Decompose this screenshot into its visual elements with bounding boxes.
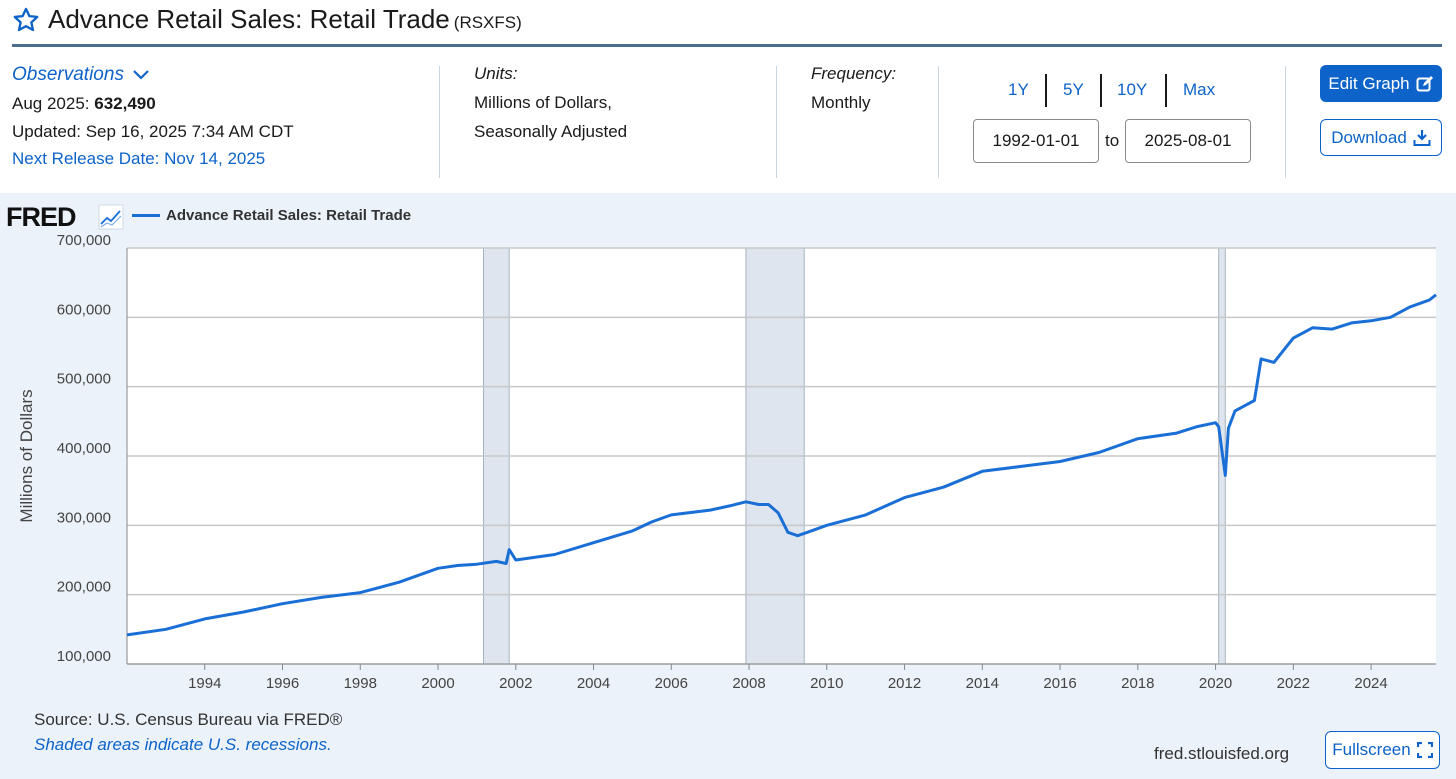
y-tick-label: 100,000 bbox=[57, 648, 111, 665]
chevron-down-icon bbox=[133, 70, 150, 80]
range-separator bbox=[1045, 74, 1047, 107]
series-title: Advance Retail Sales: Retail Trade bbox=[48, 4, 450, 34]
legend-line-swatch bbox=[132, 214, 160, 217]
legend-label: Advance Retail Sales: Retail Trade bbox=[166, 207, 412, 224]
column-divider bbox=[439, 66, 440, 178]
source-note: Source: U.S. Census Bureau via FRED® bbox=[34, 710, 343, 729]
x-tick-label: 2022 bbox=[1277, 675, 1310, 692]
series-code: (RSXFS) bbox=[453, 13, 522, 32]
title-bar: Advance Retail Sales: Retail Trade (RSXFS… bbox=[0, 0, 1456, 46]
x-tick-label: 2020 bbox=[1199, 675, 1232, 692]
edit-icon bbox=[1416, 75, 1433, 91]
fullscreen-label: Fullscreen bbox=[1332, 740, 1411, 759]
units-line-2: Seasonally Adjusted bbox=[474, 122, 628, 141]
x-tick-label: 2000 bbox=[421, 675, 454, 692]
chart-icon bbox=[98, 204, 124, 230]
range-max-button[interactable]: Max bbox=[1183, 80, 1216, 99]
fred-logo: FRED bbox=[6, 202, 76, 233]
range-5y-button[interactable]: 5Y bbox=[1063, 80, 1084, 99]
x-tick-label: 1998 bbox=[344, 675, 377, 692]
x-tick-label: 2004 bbox=[577, 675, 610, 692]
column-divider bbox=[776, 66, 777, 178]
download-label: Download bbox=[1331, 127, 1407, 147]
latest-observation: Aug 2025: 632,490 bbox=[12, 94, 156, 114]
x-tick-label: 2002 bbox=[499, 675, 532, 692]
frequency-label: Frequency: bbox=[811, 64, 897, 83]
y-tick-label: 500,000 bbox=[57, 371, 111, 388]
y-tick-label: 400,000 bbox=[57, 440, 111, 457]
column-divider bbox=[1285, 66, 1286, 178]
x-tick-label: 2024 bbox=[1354, 675, 1387, 692]
edit-graph-label: Edit Graph bbox=[1328, 73, 1410, 93]
x-tick-label: 2012 bbox=[888, 675, 921, 692]
x-tick-label: 1996 bbox=[266, 675, 299, 692]
page-title: Advance Retail Sales: Retail Trade (RSXFS… bbox=[48, 4, 522, 35]
latest-observation-label: Aug 2025: bbox=[12, 94, 90, 113]
x-tick-label: 2010 bbox=[810, 675, 843, 692]
y-tick-label: 300,000 bbox=[57, 509, 111, 526]
x-tick-label: 2016 bbox=[1043, 675, 1076, 692]
line-chart: 100,000 200,000 300,000 400,000 500,000 600,0… bbox=[17, 232, 1437, 692]
y-tick-label: 200,000 bbox=[57, 579, 111, 596]
download-button[interactable]: Download bbox=[1320, 119, 1442, 156]
fullscreen-button[interactable]: Fullscreen bbox=[1325, 731, 1440, 769]
latest-observation-value: 632,490 bbox=[94, 94, 156, 113]
column-divider bbox=[938, 66, 939, 178]
series-line bbox=[126, 293, 1437, 637]
observations-dropdown[interactable]: Observations bbox=[12, 64, 150, 86]
y-tick-label: 600,000 bbox=[57, 301, 111, 318]
fred-logo-text: FRED bbox=[6, 202, 76, 232]
date-range-to-label: to bbox=[1105, 131, 1120, 150]
site-url: fred.stlouisfed.org bbox=[1154, 744, 1290, 763]
frequency-value: Monthly bbox=[811, 93, 871, 112]
x-tick-label: 2006 bbox=[655, 675, 688, 692]
favorite-star-icon[interactable] bbox=[12, 6, 40, 34]
y-axis-label: Millions of Dollars bbox=[17, 389, 36, 522]
fullscreen-icon bbox=[1416, 742, 1433, 758]
range-separator bbox=[1165, 74, 1167, 107]
x-tick-label: 2018 bbox=[1121, 675, 1154, 692]
download-icon bbox=[1413, 129, 1431, 146]
units-line-1: Millions of Dollars, bbox=[474, 93, 612, 112]
updated-timestamp: Updated: Sep 16, 2025 7:34 AM CDT bbox=[12, 122, 294, 141]
observations-label: Observations bbox=[12, 64, 124, 85]
start-date-input[interactable] bbox=[973, 119, 1099, 163]
range-1y-button[interactable]: 1Y bbox=[1008, 80, 1029, 99]
edit-graph-button[interactable]: Edit Graph bbox=[1320, 65, 1442, 102]
units-label: Units: bbox=[474, 64, 518, 83]
x-tick-label: 2008 bbox=[732, 675, 765, 692]
next-release-link[interactable]: Next Release Date: Nov 14, 2025 bbox=[12, 149, 266, 168]
y-tick-label: 700,000 bbox=[57, 232, 111, 249]
x-tick-label: 1994 bbox=[188, 675, 221, 692]
end-date-input[interactable] bbox=[1125, 119, 1251, 163]
range-10y-button[interactable]: 10Y bbox=[1117, 80, 1148, 99]
recession-note: Shaded areas indicate U.S. recessions. bbox=[34, 735, 332, 754]
x-tick-label: 2014 bbox=[966, 675, 999, 692]
title-divider bbox=[12, 44, 1442, 47]
range-separator bbox=[1100, 74, 1102, 107]
